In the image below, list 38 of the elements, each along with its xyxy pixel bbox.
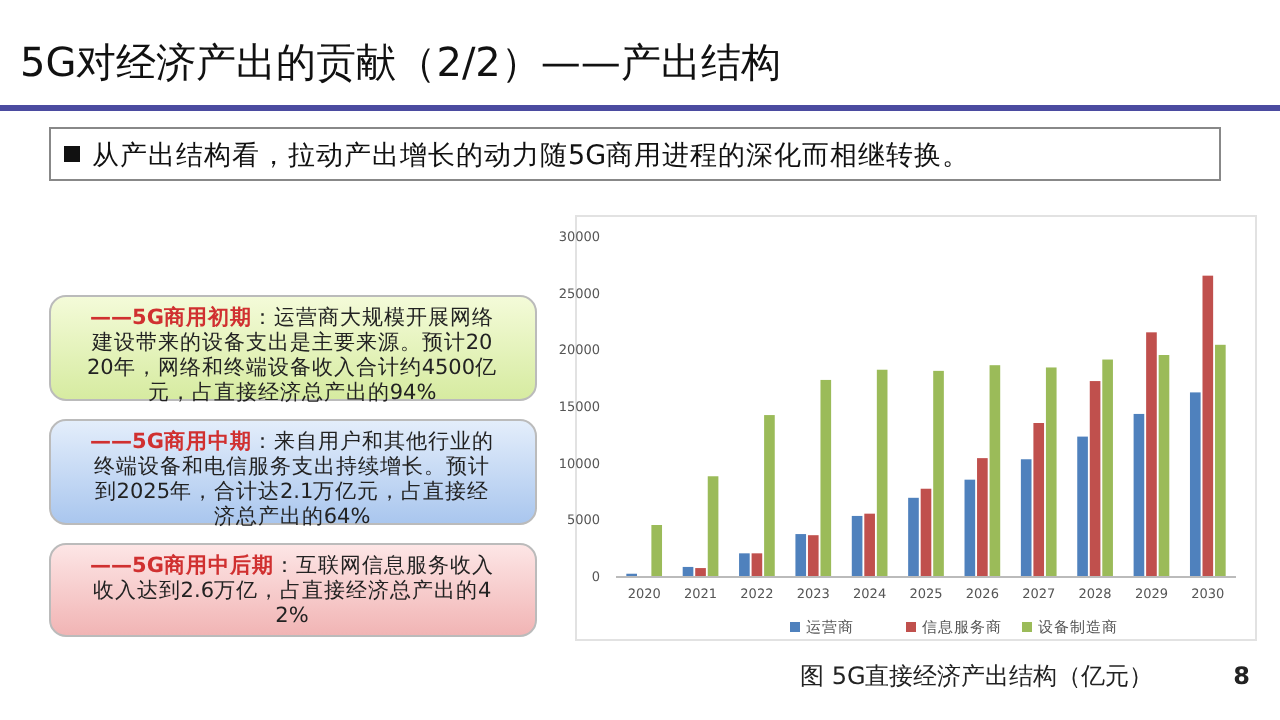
bar <box>933 370 944 576</box>
bar <box>651 525 663 576</box>
bar <box>1045 367 1057 576</box>
bar <box>1033 423 1045 576</box>
bar <box>751 553 763 576</box>
bar <box>1133 413 1145 576</box>
bar <box>1077 436 1088 576</box>
bar <box>795 534 807 576</box>
bar <box>876 369 888 576</box>
bar <box>964 479 976 576</box>
bar <box>1189 392 1201 576</box>
text: ——5G商用中后期：互联网信息服务收入收入达到2.6万亿，占直接经济总产出的42% <box>90 552 494 628</box>
bar <box>820 379 832 576</box>
bar <box>1215 344 1226 576</box>
bar <box>707 476 719 576</box>
bar <box>977 458 988 576</box>
bar <box>1146 332 1157 576</box>
bar <box>682 566 694 576</box>
chart-title: 5G对经济产出的贡献（2/2）——产出结构 <box>20 38 781 86</box>
text: ——5G商用初期：运营商大规模开展网络建设带来的设备支出是主要来源。预计2020年，网络和终端设备收入合计约4500亿元，占直接经济总产出的94% <box>86 304 498 405</box>
bar <box>989 365 1001 576</box>
bar <box>695 568 706 576</box>
bar <box>851 515 863 576</box>
bar <box>739 553 750 576</box>
bar <box>764 415 775 576</box>
bar <box>1158 355 1170 576</box>
bar <box>807 535 819 576</box>
bar <box>1089 381 1101 576</box>
text: ——5G商用中期：来自用户和其他行业的终端设备和电信服务支出持续增长。预计到2025年，合计达2.1万亿元，占直接经济总产出的64% <box>90 428 494 529</box>
text: 8 <box>1233 662 1250 690</box>
bar <box>864 513 875 576</box>
bar <box>1102 359 1113 576</box>
bar <box>920 488 932 576</box>
bar <box>908 497 919 576</box>
bar <box>1020 459 1032 576</box>
bar <box>1202 275 1214 576</box>
caption: 图 5G直接经济产出结构（亿元） <box>800 662 1154 690</box>
chart-subtitle: 从产出结构看，拉动产出增长的动力随5G商用进程的深化而相继转换。 <box>92 140 971 172</box>
